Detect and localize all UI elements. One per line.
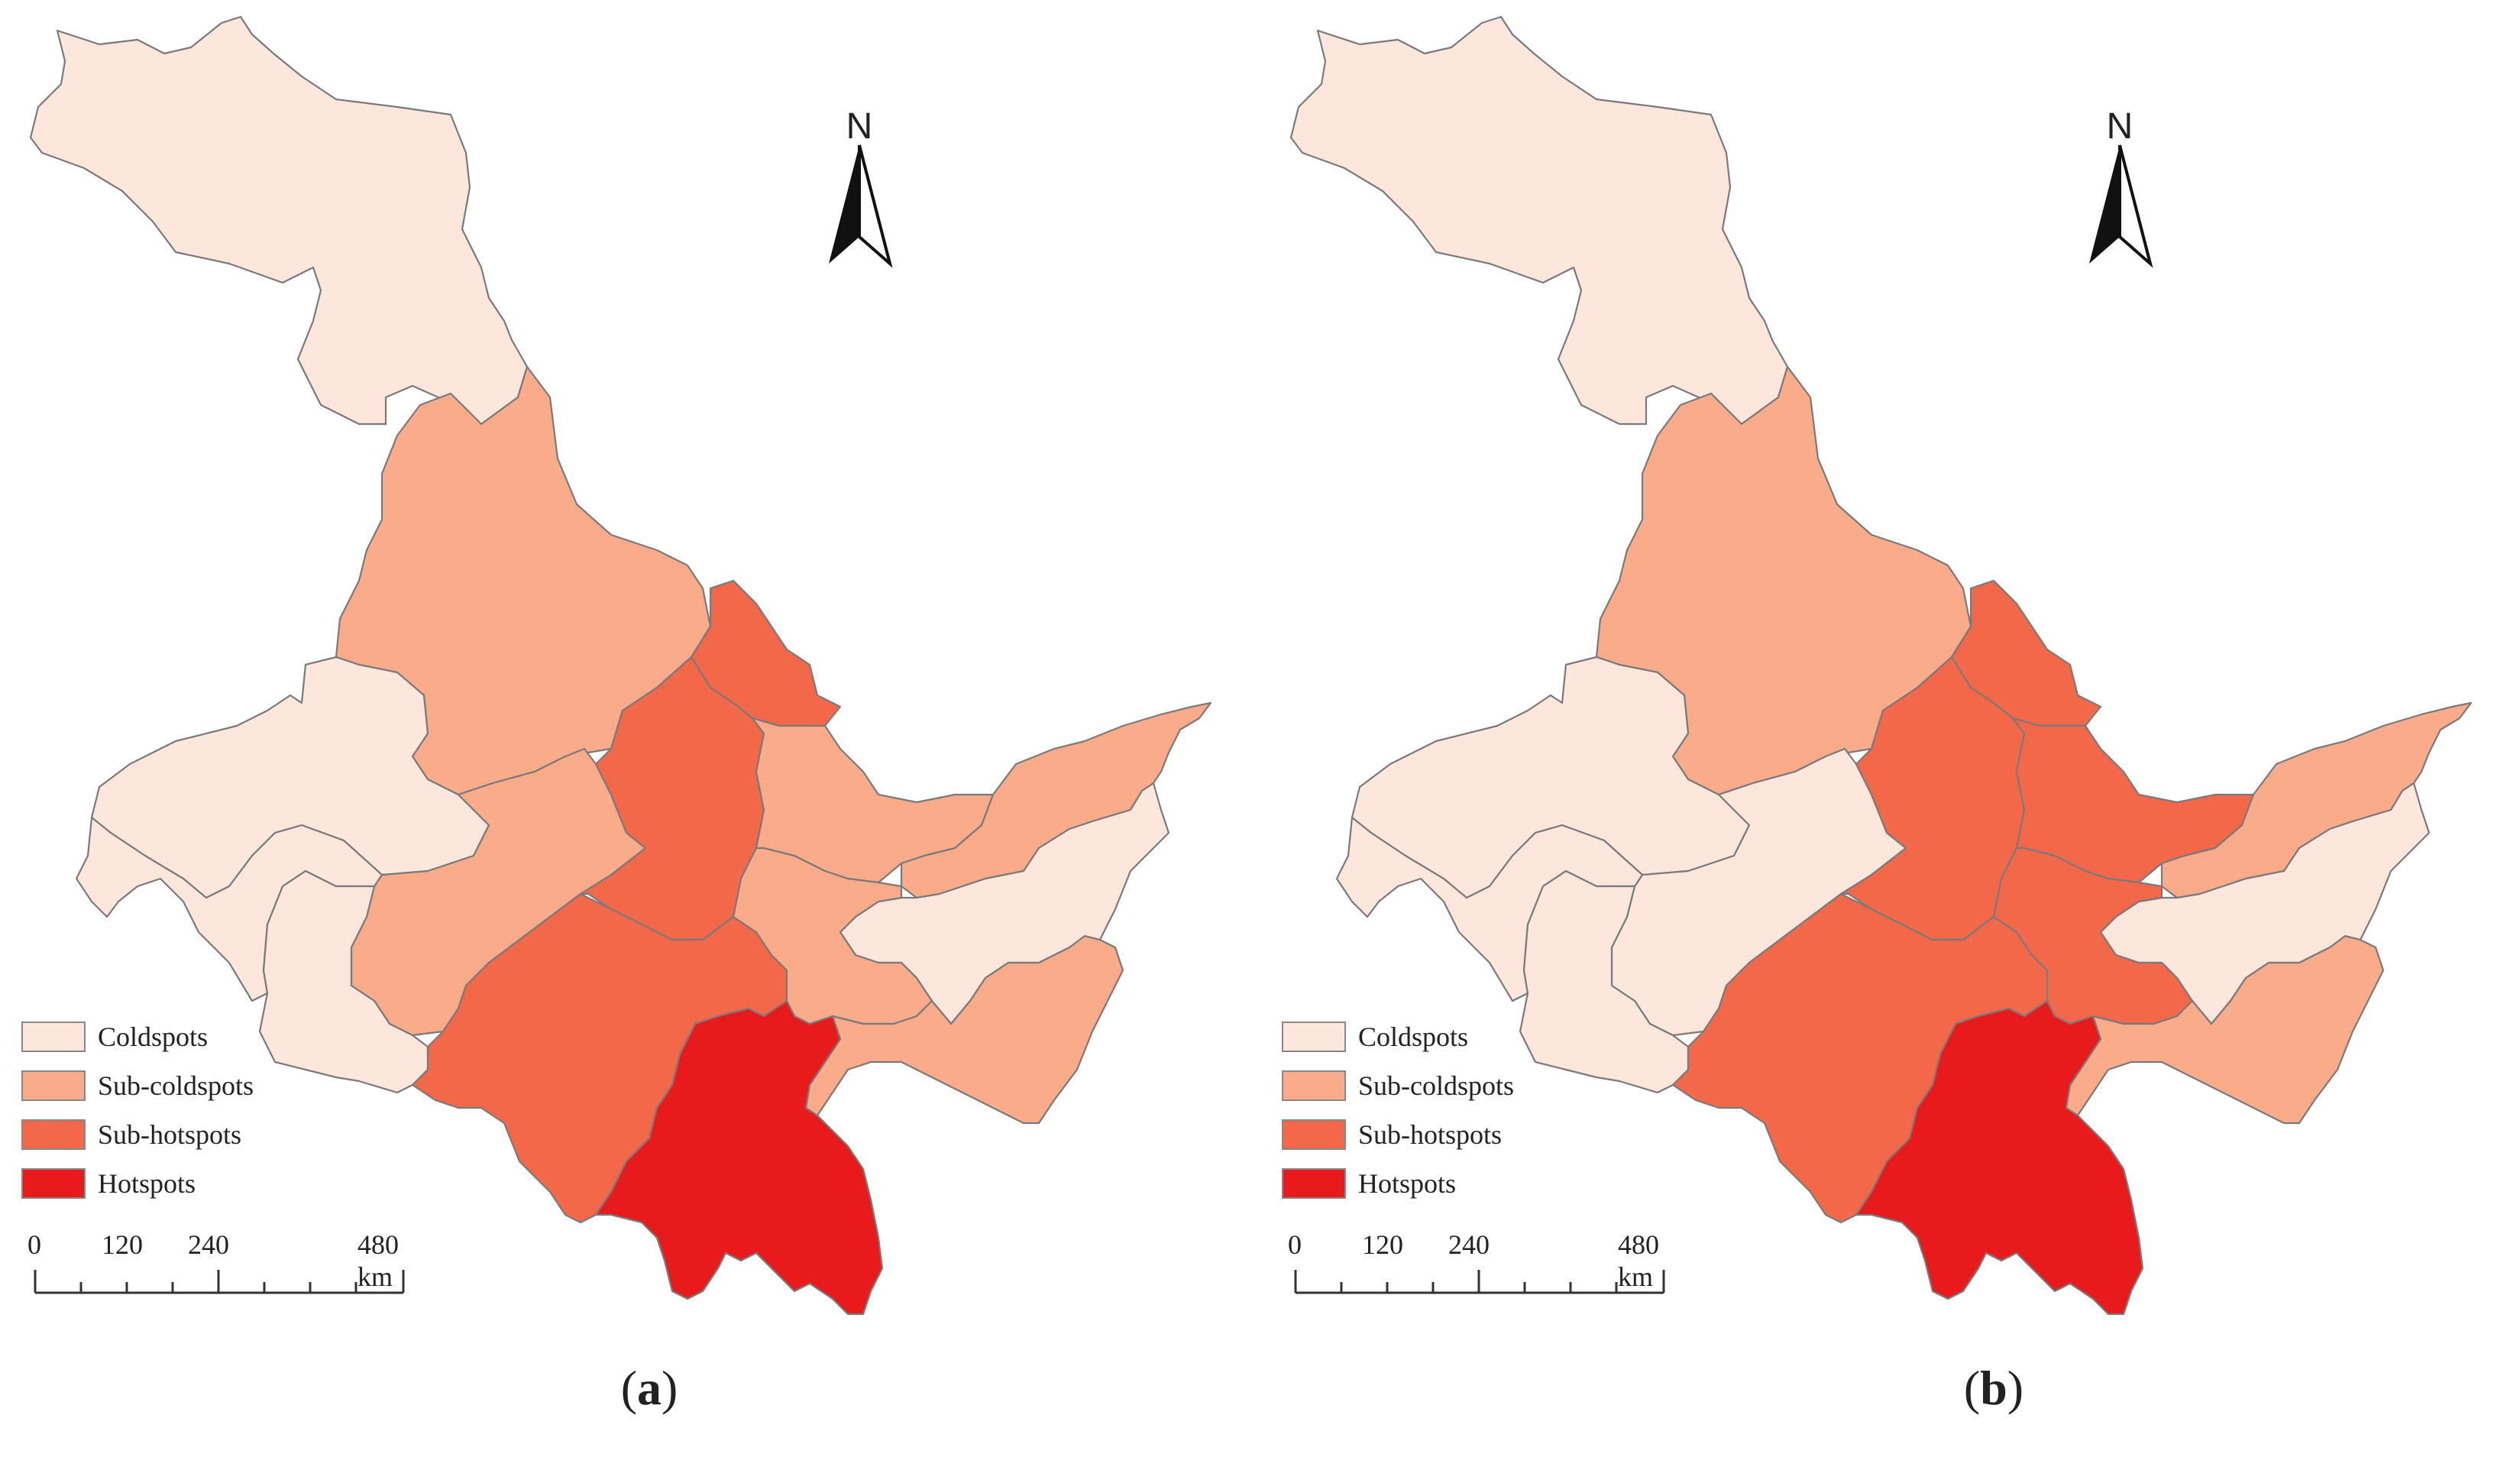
panel-caption: (b) bbox=[1879, 1360, 2108, 1417]
legend-swatch-sub-coldspots bbox=[1282, 1070, 1346, 1101]
scale-bar-line bbox=[34, 1270, 405, 1294]
legend-item-sub-coldspots: Sub-coldspots bbox=[21, 1061, 254, 1110]
legend-label-coldspots: Coldspots bbox=[1358, 1022, 1469, 1052]
legend-swatch-sub-hotspots bbox=[21, 1119, 86, 1150]
legend-item-hotspots: Hotspots bbox=[21, 1159, 254, 1208]
region-south bbox=[594, 999, 884, 1316]
legend-item-sub-coldspots: Sub-coldspots bbox=[1282, 1061, 1514, 1110]
north-label: N bbox=[2106, 106, 2133, 147]
choropleth-map bbox=[29, 15, 1212, 1316]
region-north bbox=[1289, 15, 1789, 426]
legend-label-coldspots: Coldspots bbox=[98, 1022, 209, 1052]
legend-item-hotspots: Hotspots bbox=[1282, 1159, 1514, 1208]
scale-label-240: 240 bbox=[1448, 1229, 1490, 1260]
legend-swatch-sub-hotspots bbox=[1282, 1119, 1346, 1150]
region-southwest-e bbox=[258, 869, 429, 1094]
scale-label-480: 480 km bbox=[1618, 1229, 1659, 1292]
legend-swatch-coldspots bbox=[21, 1022, 86, 1052]
region-south-mid bbox=[732, 847, 933, 1025]
north-arrow-icon bbox=[2089, 144, 2153, 268]
legend-label-sub-coldspots: Sub-coldspots bbox=[98, 1070, 254, 1101]
region-south bbox=[1855, 999, 2144, 1316]
scale-bar-line bbox=[1294, 1270, 1665, 1294]
caption-open: ( bbox=[620, 1361, 637, 1415]
map-panel-a: N Coldspots Sub-coldspots Sub-hotspots H… bbox=[21, 15, 1212, 1417]
legend-label-hotspots: Hotspots bbox=[98, 1168, 196, 1199]
legend-label-sub-hotspots: Sub-hotspots bbox=[98, 1119, 242, 1150]
legend-item-coldspots: Coldspots bbox=[1282, 1012, 1514, 1061]
region-southwest-e bbox=[1519, 869, 1690, 1094]
scale-label-0: 0 bbox=[27, 1229, 41, 1260]
caption-open: ( bbox=[1963, 1361, 1981, 1415]
scale-label-120: 120 bbox=[1362, 1229, 1403, 1260]
map-panel-b: N Coldspots Sub-coldspots Sub-hotspots H… bbox=[1260, 0, 2520, 1483]
legend-swatch-sub-coldspots bbox=[21, 1070, 86, 1101]
scale-label-120: 120 bbox=[102, 1229, 143, 1260]
legend-swatch-hotspots bbox=[1282, 1168, 1346, 1199]
region-north bbox=[29, 15, 529, 426]
scale-label-480: 480 km bbox=[357, 1229, 399, 1292]
north-label: N bbox=[846, 106, 873, 147]
legend: Coldspots Sub-coldspots Sub-hotspots Hot… bbox=[21, 1012, 254, 1208]
caption-letter: a bbox=[637, 1361, 662, 1415]
legend-swatch-hotspots bbox=[21, 1168, 86, 1199]
legend-label-hotspots: Hotspots bbox=[1358, 1168, 1457, 1199]
legend-swatch-coldspots bbox=[1282, 1022, 1346, 1052]
legend-item-sub-hotspots: Sub-hotspots bbox=[1282, 1110, 1514, 1159]
legend-label-sub-hotspots: Sub-hotspots bbox=[1358, 1119, 1503, 1150]
caption-letter: b bbox=[1980, 1361, 2007, 1415]
scale-bar: 0 120 240 480 km bbox=[1282, 1229, 1679, 1294]
legend-item-sub-hotspots: Sub-hotspots bbox=[21, 1110, 254, 1159]
caption-close: ) bbox=[2007, 1361, 2024, 1415]
panel-caption: (a) bbox=[535, 1360, 764, 1417]
choropleth-map bbox=[1289, 15, 2473, 1316]
region-south-mid bbox=[1992, 847, 2194, 1025]
legend-item-coldspots: Coldspots bbox=[21, 1012, 254, 1061]
north-arrow-icon bbox=[829, 144, 893, 268]
scale-bar: 0 120 240 480 km bbox=[21, 1229, 419, 1294]
legend-label-sub-coldspots: Sub-coldspots bbox=[1358, 1070, 1515, 1101]
scale-label-0: 0 bbox=[1288, 1229, 1302, 1260]
caption-close: ) bbox=[662, 1361, 678, 1415]
scale-label-240: 240 bbox=[188, 1229, 229, 1260]
legend: Coldspots Sub-coldspots Sub-hotspots Hot… bbox=[1282, 1012, 1514, 1208]
